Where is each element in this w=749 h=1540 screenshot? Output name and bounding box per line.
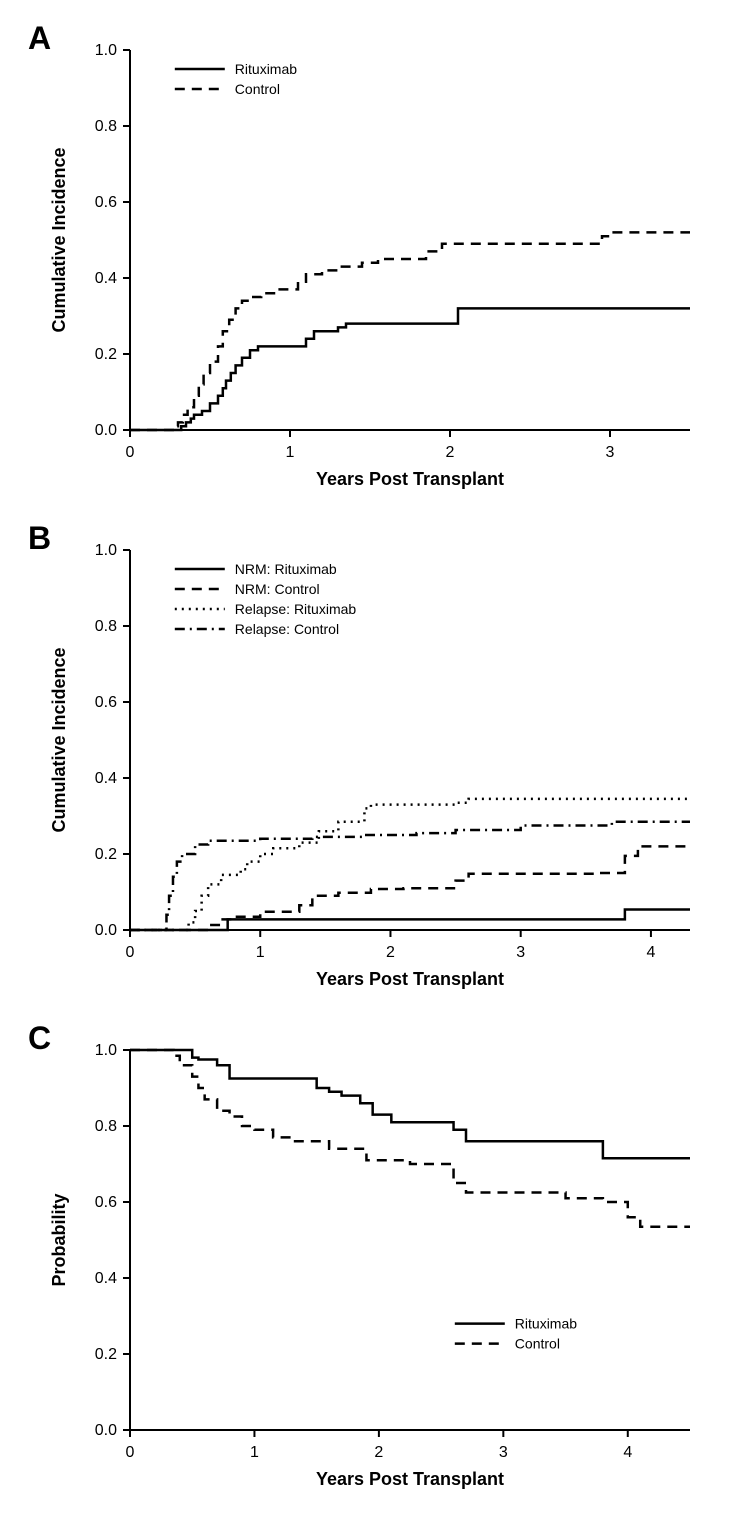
- panel-B: B 0 1 2 3 4 0.0 0.2 0.4 0.6 0.8 1.0 Years Post Tran…: [20, 520, 729, 1010]
- svg-text:Relapse: Rituximab: Relapse: Rituximab: [235, 601, 357, 617]
- svg-text:1: 1: [250, 1444, 259, 1461]
- svg-text:0.4: 0.4: [95, 1270, 117, 1287]
- svg-text:2: 2: [374, 1444, 383, 1461]
- svg-text:1: 1: [256, 944, 265, 961]
- svg-text:0.8: 0.8: [95, 118, 117, 135]
- svg-text:1.0: 1.0: [95, 42, 117, 59]
- svg-text:Years Post Transplant: Years Post Transplant: [316, 969, 504, 989]
- svg-text:Cumulative Incidence: Cumulative Incidence: [49, 647, 69, 832]
- svg-text:NRM: Control: NRM: Control: [235, 581, 320, 597]
- svg-text:Relapse: Control: Relapse: Control: [235, 621, 339, 637]
- svg-text:1: 1: [286, 444, 295, 461]
- svg-text:0.0: 0.0: [95, 922, 117, 939]
- panel-A: A 0 1 2 3 0.0 0.2 0.4 0.6 0.8 1.0 Years Post Trans…: [20, 20, 729, 510]
- svg-text:Cumulative Incidence: Cumulative Incidence: [49, 147, 69, 332]
- svg-text:4: 4: [623, 1444, 632, 1461]
- panel-C: C 0 1 2 3 4 0.0 0.2 0.4 0.6 0.8 1.0 Years Post Tran…: [20, 1020, 729, 1510]
- chart-B: 0 1 2 3 4 0.0 0.2 0.4 0.6 0.8 1.0 Years Post Transp…: [20, 520, 729, 1010]
- panel-label-A: A: [28, 20, 51, 57]
- svg-text:2: 2: [446, 444, 455, 461]
- multipanel-figure: A 0 1 2 3 0.0 0.2 0.4 0.6 0.8 1.0 Years Post Trans…: [20, 20, 729, 1510]
- svg-text:0.2: 0.2: [95, 346, 117, 363]
- chart-C: 0 1 2 3 4 0.0 0.2 0.4 0.6 0.8 1.0 Years Post Transp…: [20, 1020, 729, 1510]
- svg-text:0: 0: [126, 1444, 135, 1461]
- svg-text:0.6: 0.6: [95, 1194, 117, 1211]
- svg-text:0: 0: [126, 444, 135, 461]
- svg-text:Rituximab: Rituximab: [515, 1316, 577, 1332]
- svg-text:Control: Control: [235, 81, 280, 97]
- svg-text:0.6: 0.6: [95, 694, 117, 711]
- svg-text:4: 4: [646, 944, 655, 961]
- svg-text:0.8: 0.8: [95, 1118, 117, 1135]
- svg-text:0: 0: [126, 944, 135, 961]
- svg-text:0.0: 0.0: [95, 422, 117, 439]
- svg-text:3: 3: [516, 944, 525, 961]
- svg-text:1.0: 1.0: [95, 1042, 117, 1059]
- chart-A: 0 1 2 3 0.0 0.2 0.4 0.6 0.8 1.0 Years Post Transpl…: [20, 20, 729, 510]
- svg-text:0.2: 0.2: [95, 846, 117, 863]
- svg-text:Probability: Probability: [49, 1193, 69, 1286]
- panel-label-B: B: [28, 520, 51, 557]
- svg-text:0.0: 0.0: [95, 1422, 117, 1439]
- svg-text:Years Post Transplant: Years Post Transplant: [316, 1469, 504, 1489]
- svg-text:0.4: 0.4: [95, 270, 117, 287]
- svg-text:0.6: 0.6: [95, 194, 117, 211]
- svg-text:3: 3: [606, 444, 615, 461]
- svg-text:Rituximab: Rituximab: [235, 61, 297, 77]
- svg-text:1.0: 1.0: [95, 542, 117, 559]
- svg-text:0.2: 0.2: [95, 1346, 117, 1363]
- svg-text:2: 2: [386, 944, 395, 961]
- svg-text:3: 3: [499, 1444, 508, 1461]
- svg-text:Control: Control: [515, 1336, 560, 1352]
- svg-text:Years Post Transplant: Years Post Transplant: [316, 469, 504, 489]
- svg-text:NRM: Rituximab: NRM: Rituximab: [235, 561, 337, 577]
- panel-label-C: C: [28, 1020, 51, 1057]
- svg-text:0.4: 0.4: [95, 770, 117, 787]
- svg-text:0.8: 0.8: [95, 618, 117, 635]
